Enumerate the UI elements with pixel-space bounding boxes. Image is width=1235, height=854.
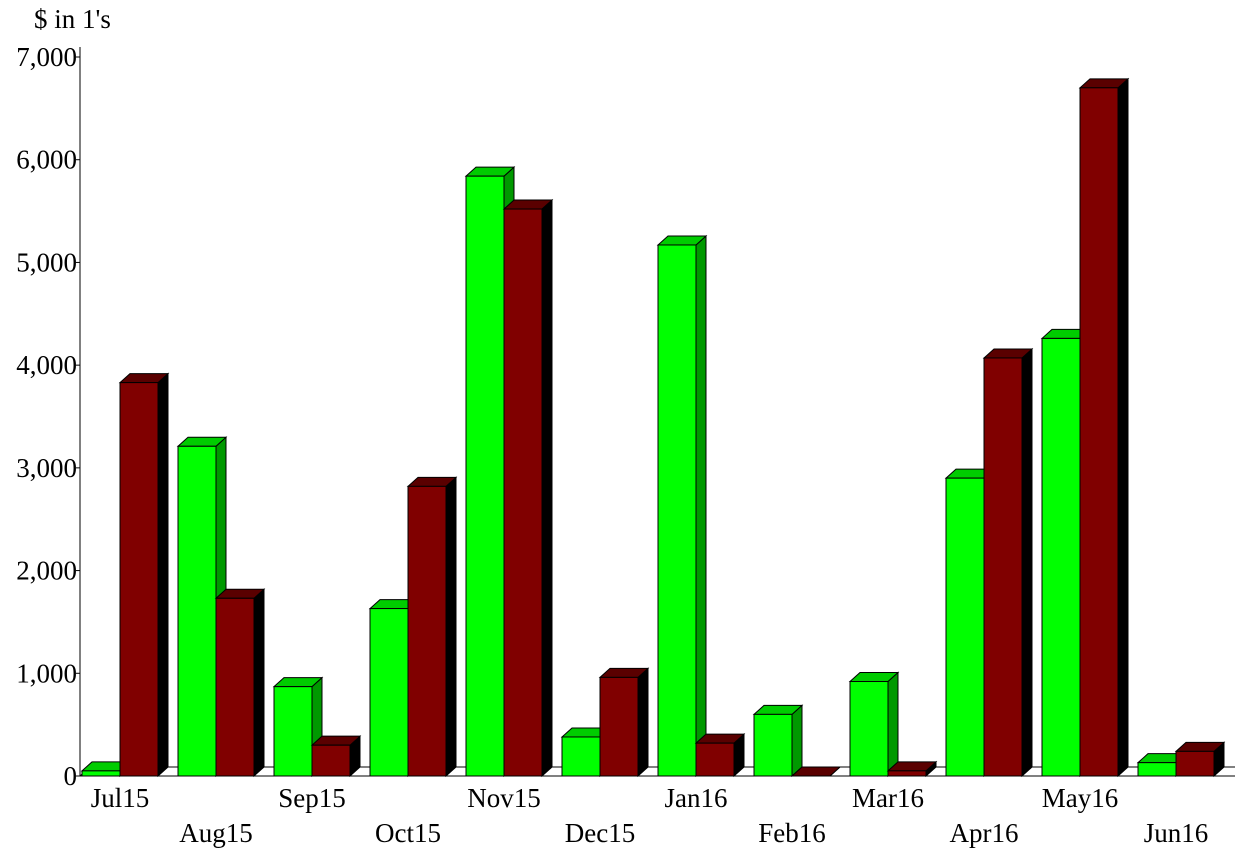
x-tick-labels: Jul15 Aug15 Sep15 Oct15 Nov15 Dec15 Jan16 Feb16… xyxy=(91,783,1209,848)
bar-Jan16-series-2 xyxy=(694,733,746,778)
bar-front xyxy=(887,770,927,777)
bar-front xyxy=(1079,87,1119,777)
x-tick-label: Nov15 xyxy=(467,783,541,813)
bar-Dec15-series-2 xyxy=(598,667,650,778)
bar-side xyxy=(791,704,803,778)
bar-front xyxy=(119,382,159,777)
bars xyxy=(80,77,1226,778)
y-tick-label: 2,000 xyxy=(16,556,77,586)
bar-front xyxy=(503,208,543,777)
y-axis-unit-label: $ in 1's xyxy=(34,4,111,34)
bar-front xyxy=(695,742,735,777)
x-tick-label: Mar16 xyxy=(852,783,924,813)
y-tick-label: 6,000 xyxy=(16,145,77,175)
y-tick-label: 4,000 xyxy=(16,350,77,380)
bar-Aug15-series-2 xyxy=(214,588,266,778)
y-tick-label: 0 xyxy=(64,761,78,791)
bar-side xyxy=(157,372,169,778)
bar-side xyxy=(1117,77,1129,778)
bar-May16-series-2 xyxy=(1078,77,1130,778)
bar-front xyxy=(215,597,255,777)
bar-side xyxy=(695,234,707,778)
bar-front xyxy=(369,608,409,777)
bar-Oct15-series-2 xyxy=(406,476,458,778)
bar-Jun16-series-2 xyxy=(1174,741,1226,778)
bar-front xyxy=(273,686,313,777)
bar-Feb16-series-1 xyxy=(752,704,804,778)
bar-Mar16-series-2 xyxy=(886,760,938,778)
bar-front xyxy=(945,477,985,777)
bar-side xyxy=(637,667,649,778)
bar-front xyxy=(657,244,697,777)
x-tick-label: Dec15 xyxy=(565,818,635,848)
y-tick-label: 7,000 xyxy=(16,42,77,72)
x-tick-label: Jun16 xyxy=(1144,818,1209,848)
bar-Feb16-series-2 xyxy=(790,766,842,777)
bar-front xyxy=(311,744,351,777)
bar-front xyxy=(1137,762,1177,777)
bar-side xyxy=(253,588,265,778)
y-tick-label: 5,000 xyxy=(16,247,77,277)
x-tick-label: May16 xyxy=(1042,783,1119,813)
bar-front xyxy=(849,681,889,777)
bar-side xyxy=(1021,347,1033,778)
bar-front xyxy=(407,485,447,777)
x-tick-label: Sep15 xyxy=(278,783,346,813)
y-tick-label: 3,000 xyxy=(16,453,77,483)
bar-front xyxy=(1175,750,1215,777)
bar-side xyxy=(887,671,899,778)
bar-front xyxy=(177,445,217,777)
x-tick-label: Apr16 xyxy=(950,818,1019,848)
x-tick-label: Aug15 xyxy=(179,818,253,848)
y-tick-label: 1,000 xyxy=(16,658,77,688)
x-tick-label: Oct15 xyxy=(375,818,441,848)
x-tick-label: Feb16 xyxy=(758,818,826,848)
bar-Nov15-series-2 xyxy=(502,198,554,778)
x-tick-label: Jul15 xyxy=(91,783,150,813)
bar-Jan16-series-1 xyxy=(656,234,708,778)
x-tick-label: Jan16 xyxy=(665,783,728,813)
bar-front xyxy=(599,676,639,777)
bar-front xyxy=(561,736,601,777)
bar-Jul15-series-2 xyxy=(118,372,170,778)
bar-front xyxy=(81,770,121,777)
bar-front xyxy=(1041,337,1081,777)
bar-front xyxy=(983,357,1023,777)
bar-top xyxy=(790,766,842,777)
bar-side xyxy=(445,476,457,778)
bar-front xyxy=(753,713,793,777)
bar-Apr16-series-2 xyxy=(982,347,1034,778)
bar-front xyxy=(465,175,505,777)
bar-Sep15-series-2 xyxy=(310,735,362,778)
bar-Mar16-series-1 xyxy=(848,671,900,778)
y-tick-labels: 0 1,000 2,000 3,000 4,000 5,000 6,000 7,000 xyxy=(16,42,80,791)
bar-side xyxy=(541,198,553,778)
